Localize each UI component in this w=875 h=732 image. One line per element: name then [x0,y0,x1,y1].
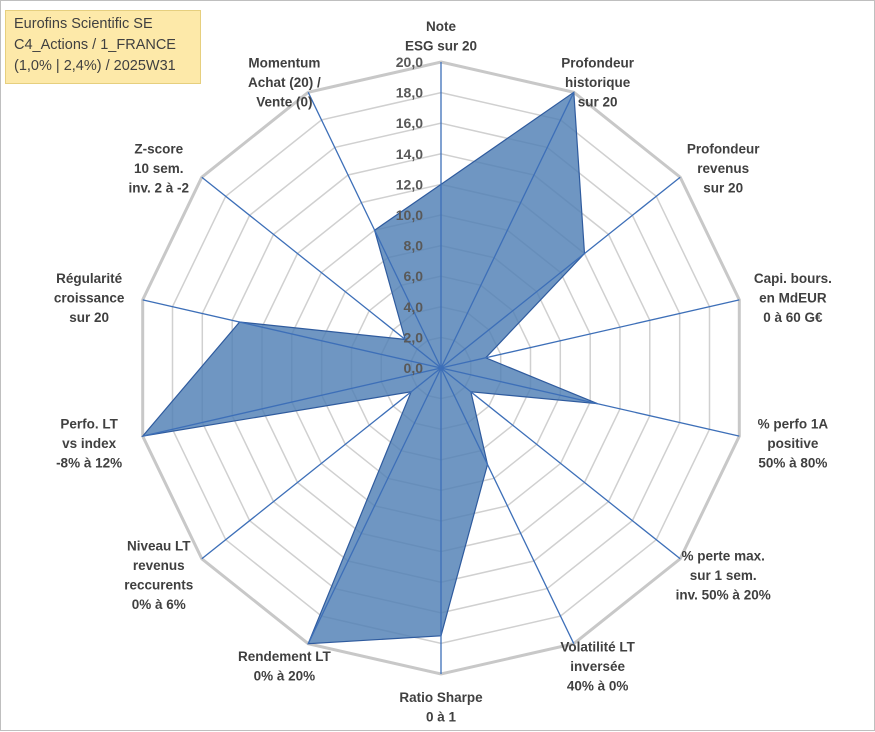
axis-spoke [440,367,681,560]
tick-label: 0,0 [404,360,424,376]
data-series [141,91,598,645]
title-line-3: (1,0% | 2,4%) / 2025W31 [14,58,176,74]
tick-label: 6,0 [404,268,424,284]
axis-spoke [440,176,681,369]
tick-label: 2,0 [404,329,424,345]
axis-spoke [201,367,442,560]
axis-spoke [440,92,575,369]
tick-label: 16,0 [396,115,423,131]
axis-label: Perfo. LT vs index -8% à 12% [56,417,122,471]
axis-label: Ratio Sharpe 0 à 1 [399,690,483,725]
axis-label: Capi. bours. en MdEUR 0 à 60 G€ [754,271,832,325]
tick-label: 18,0 [396,85,423,101]
tick-label: 12,0 [396,176,423,192]
tick-label: 14,0 [396,146,423,162]
title-box: Eurofins Scientific SE C4_Actions / 1_FR… [5,10,201,84]
tick-label: 4,0 [404,299,424,315]
tick-label: 20,0 [396,54,423,70]
tick-labels: 0,0 2,0 4,0 6,0 8,0 10,0 12,0 14,0 16,0 18,0 20,0 [396,54,423,376]
axis-labels: Note ESG sur 20 Profondeur historique sur 20… [54,19,832,725]
axis-spoke [142,299,442,369]
axis-spoke [440,367,575,644]
tick-label: 10,0 [396,207,423,223]
axis-spoke [307,367,442,644]
axis-label: Z-score 10 sem. inv. 2 à -2 [129,142,190,196]
axis-label: Rendement LT 0% à 20% [238,649,332,684]
axis-spoke [142,367,442,437]
axis-spoke [307,92,442,369]
axis-spokes [142,62,740,674]
axis-label: Volatilité LT inversée 40% à 0% [560,639,635,693]
series-area [141,91,598,645]
axis-label: % perte max. sur 1 sem. inv. 50% à 20% [676,548,771,602]
title-line-1: Eurofins Scientific SE [14,16,153,32]
axis-label: Profondeur revenus sur 20 [687,142,760,196]
title-line-2: C4_Actions / 1_FRANCE [14,37,176,53]
axis-label: Profondeur historique sur 20 [561,55,634,109]
axis-spoke [440,299,740,369]
axis-label: Niveau LT revenus reccurents 0% à 6% [124,539,193,613]
tick-label: 8,0 [404,238,424,254]
axis-spoke [201,176,442,369]
axis-label: % perfo 1A positive 50% à 80% [758,417,829,471]
axis-label: Régularité croissance sur 20 [54,271,125,325]
axis-spoke [440,367,740,437]
axis-label: Note ESG sur 20 [405,19,477,54]
axis-label: Momentum Achat (20) / Vente (0) [248,55,321,109]
